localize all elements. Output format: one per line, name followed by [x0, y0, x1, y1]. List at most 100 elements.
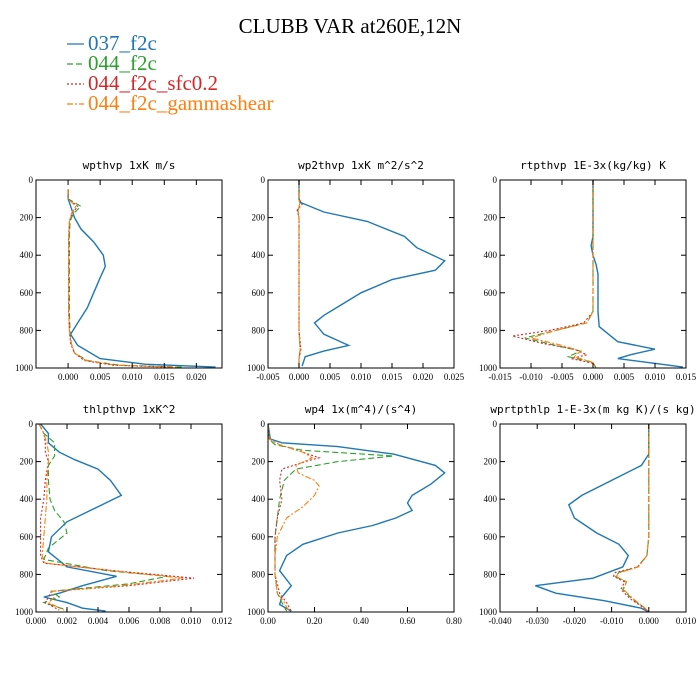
series-line [268, 424, 321, 612]
x-tick-label: -0.010 [600, 616, 624, 626]
y-tick-label: 1000 [479, 363, 498, 373]
panel: rtpthvp 1E-3x(kg/kg) K02004006008001000-… [479, 159, 697, 382]
x-tick-label: 0.010 [181, 616, 202, 626]
x-tick-label: 0.004 [88, 616, 109, 626]
legend-entry: 037_f2c [67, 31, 157, 55]
x-tick-label: 0.000 [583, 372, 604, 382]
x-tick-label: 0.015 [382, 372, 403, 382]
y-tick-label: 400 [484, 250, 498, 260]
y-tick-label: 0 [29, 419, 34, 429]
series-line [524, 180, 597, 368]
x-tick-label: 0.020 [413, 372, 434, 382]
y-tick-label: 0 [261, 175, 266, 185]
legend-label: 037_f2c [88, 31, 157, 55]
x-tick-label: 0.000 [639, 616, 660, 626]
x-tick-label: 0.000 [289, 372, 310, 382]
x-tick-label: -0.005 [256, 372, 280, 382]
y-tick-label: 400 [20, 494, 34, 504]
series-group [512, 180, 683, 368]
y-tick-label: 600 [252, 532, 266, 542]
x-tick-label: 0.80 [446, 616, 462, 626]
legend-entry: 044_f2c_gammashear [67, 91, 273, 115]
x-tick-label: 0.002 [57, 616, 77, 626]
series-line [67, 189, 171, 368]
y-tick-label: 800 [252, 569, 266, 579]
series-line [512, 180, 597, 368]
x-tick-label: 0.005 [90, 372, 111, 382]
y-tick-label: 0 [493, 419, 498, 429]
series-line [38, 424, 184, 611]
x-tick-label: 0.010 [645, 372, 666, 382]
axes-frame [267, 179, 455, 369]
series-line [297, 180, 301, 368]
panel: wprtpthlp 1-E-3x(m kg K)/(s kg) 0 200 400 60… [479, 403, 697, 626]
x-tick-label: 0.008 [150, 616, 171, 626]
x-tick-label: -0.010 [519, 372, 543, 382]
y-tick-label: 1000 [479, 607, 498, 617]
series-line [615, 424, 650, 612]
y-tick-label: 1000 [247, 363, 266, 373]
series-line [612, 424, 650, 612]
x-tick-label: -0.020 [563, 616, 587, 626]
legend-label: 044_f2c_sfc0.2 [88, 71, 218, 95]
legend: 037_f2c044_f2c044_f2c_sfc0.2044_f2c_gamm… [67, 31, 273, 115]
x-tick-label: 0.000 [58, 372, 79, 382]
legend-label: 044_f2c_gammashear [88, 91, 273, 115]
y-tick-label: 1000 [15, 363, 34, 373]
x-tick-label: 0.015 [676, 372, 697, 382]
series-group [38, 424, 195, 612]
x-tick-label: 0.010 [676, 616, 697, 626]
axes-frame [267, 423, 455, 613]
y-tick-label: 200 [484, 457, 498, 467]
legend-entry: 044_f2c [67, 51, 157, 75]
figure-title: CLUBB VAR at260E,12N [239, 14, 462, 38]
series-line [298, 180, 446, 367]
y-tick-label: 200 [20, 457, 34, 467]
legend-label: 044_f2c [88, 51, 157, 75]
y-tick-label: 400 [484, 494, 498, 504]
y-tick-label: 800 [484, 569, 498, 579]
y-tick-label: 0 [261, 419, 266, 429]
panel-title: wp4 1x(m^4)/(s^4) [305, 403, 418, 416]
series-line [268, 424, 446, 612]
y-tick-label: 800 [20, 569, 34, 579]
series-line [67, 189, 184, 368]
x-tick-label: -0.005 [550, 372, 574, 382]
series-line [528, 180, 597, 368]
series-line [38, 424, 195, 611]
series-group [296, 180, 446, 368]
x-tick-label: 0.00 [260, 616, 276, 626]
panel-title: wprtpthlp 1-E-3x(m kg K)/(s kg) [490, 403, 695, 416]
legend-entry: 044_f2c_sfc0.2 [67, 71, 218, 95]
x-tick-label: 0.40 [353, 616, 369, 626]
panel-title: thlpthvp 1xK^2 [83, 403, 176, 416]
y-tick-label: 600 [484, 532, 498, 542]
y-tick-label: 1000 [15, 607, 34, 617]
y-tick-label: 800 [20, 325, 34, 335]
panel: wpthvp 1xK m/s 0 200 400 600 800 1000 0.000 0.00… [15, 159, 223, 382]
y-tick-label: 400 [252, 494, 266, 504]
series-group [268, 424, 446, 612]
y-tick-label: 800 [252, 325, 266, 335]
x-tick-label: -0.030 [526, 616, 550, 626]
x-tick-label: 0.010 [122, 372, 143, 382]
y-tick-label: 200 [252, 457, 266, 467]
x-tick-label: -0.040 [488, 616, 512, 626]
series-line [40, 424, 123, 612]
x-tick-label: -0.015 [488, 372, 512, 382]
series-line [268, 424, 320, 612]
x-tick-label: 0.60 [400, 616, 416, 626]
y-tick-label: 200 [20, 213, 34, 223]
y-tick-label: 800 [484, 325, 498, 335]
series-line [614, 424, 650, 612]
series-line [67, 189, 178, 368]
x-tick-label: 0.000 [26, 616, 47, 626]
y-tick-label: 0 [493, 175, 498, 185]
series-line [67, 189, 216, 368]
x-tick-label: 0.010 [351, 372, 372, 382]
y-tick-label: 200 [252, 213, 266, 223]
y-tick-label: 400 [20, 250, 34, 260]
series-line [590, 180, 683, 368]
